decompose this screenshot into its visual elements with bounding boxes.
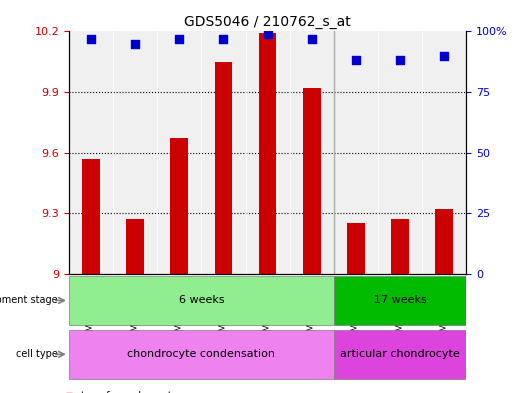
Point	[307, 35, 316, 42]
Text: transformed count: transformed count	[81, 391, 172, 393]
Text: development stage: development stage	[0, 296, 61, 305]
Point	[175, 35, 183, 42]
Bar	[391, 219, 409, 274]
Point	[87, 35, 95, 42]
Point	[263, 31, 272, 37]
Point	[440, 53, 448, 59]
Text: chondrocyte condensation: chondrocyte condensation	[127, 349, 276, 359]
Bar	[436, 209, 453, 274]
Point	[352, 57, 360, 64]
FancyBboxPatch shape	[69, 276, 334, 325]
Point	[396, 57, 404, 64]
Text: 6 weeks: 6 weeks	[179, 296, 224, 305]
FancyBboxPatch shape	[334, 330, 466, 378]
Bar	[126, 219, 144, 274]
Bar	[82, 158, 100, 274]
Bar	[303, 88, 321, 274]
Text: 17 weeks: 17 weeks	[374, 296, 427, 305]
Bar	[171, 138, 188, 274]
Point	[219, 35, 228, 42]
Title: GDS5046 / 210762_s_at: GDS5046 / 210762_s_at	[184, 15, 351, 29]
Point	[131, 40, 139, 47]
FancyBboxPatch shape	[69, 330, 334, 378]
Text: cell type: cell type	[16, 349, 61, 359]
Bar	[215, 62, 232, 274]
Bar	[259, 33, 277, 274]
Bar	[347, 223, 365, 274]
FancyBboxPatch shape	[334, 276, 466, 325]
Text: articular chondrocyte: articular chondrocyte	[340, 349, 460, 359]
